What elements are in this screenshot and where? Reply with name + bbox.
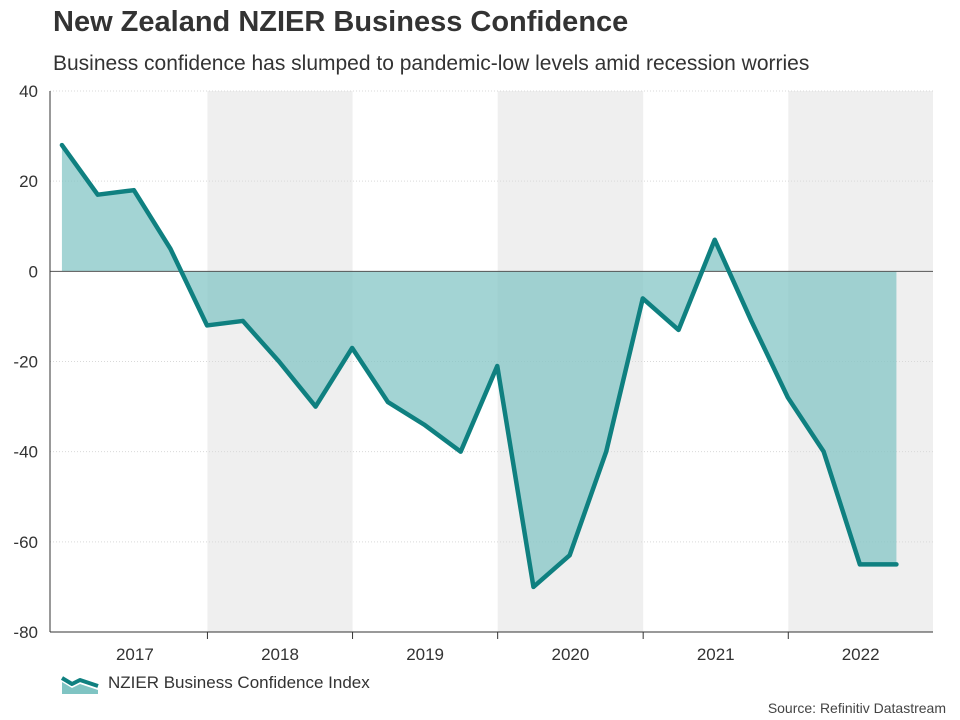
- x-tick-label: 2022: [842, 645, 880, 664]
- legend-swatch: [60, 676, 99, 694]
- series-line-nzier: [59, 142, 899, 590]
- y-tick-label: 0: [29, 262, 38, 281]
- x-tick-label: 2017: [116, 645, 154, 664]
- y-axis: 40 20 0 -20 -40 -60 -80: [13, 82, 38, 642]
- legend-label: NZIER Business Confidence Index: [108, 673, 370, 692]
- x-tick-label: 2020: [552, 645, 590, 664]
- chart-subtitle: Business confidence has slumped to pande…: [53, 52, 810, 75]
- y-tick-label: -40: [13, 443, 38, 462]
- source-note: Source: Refinitiv Datastream: [767, 700, 946, 716]
- y-tick-label: -80: [13, 623, 38, 642]
- legend: NZIER Business Confidence Index: [58, 672, 370, 694]
- series-area-nzier: [61, 145, 897, 587]
- y-tick-label: -20: [13, 353, 38, 372]
- chart-title: New Zealand NZIER Business Confidence: [53, 6, 629, 38]
- y-tick-label: 20: [19, 172, 38, 191]
- x-tick-label: 2021: [697, 645, 735, 664]
- y-tick-label: -60: [13, 533, 38, 552]
- y-tick-label: 40: [19, 82, 38, 101]
- x-axis: 2017 2018 2019 2020 2021 2022: [49, 91, 880, 664]
- x-tick-label: 2019: [406, 645, 444, 664]
- x-tick-label: 2018: [261, 645, 299, 664]
